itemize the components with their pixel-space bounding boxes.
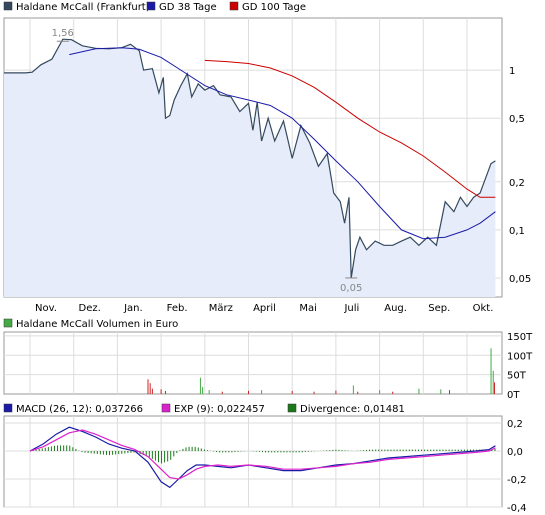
legend-swatch-0 bbox=[3, 1, 13, 11]
macd-panel: 0,2 0,0 -0,2 -0,4 MACD (26, 12): 0,037266 EX… bbox=[3, 403, 527, 514]
annotation-low-label: 0,05 bbox=[340, 283, 362, 294]
price-y-tick-label: 1 bbox=[509, 66, 515, 77]
price-x-tick-label: April bbox=[253, 303, 276, 314]
price-annotations: 1,56 0,05 bbox=[52, 28, 363, 294]
legend-label-1: GD 38 Tage bbox=[159, 2, 217, 13]
price-x-tick-label: März bbox=[209, 303, 233, 314]
price-y-tick-label: 0,05 bbox=[509, 274, 531, 285]
price-x-tick-label: Mai bbox=[299, 303, 317, 314]
macd-legend-swatch-0 bbox=[3, 403, 13, 413]
price-panel: 1 0,5 0,2 0,1 0,05 Nov. Dez. Jan. Feb. März April… bbox=[3, 1, 531, 314]
macd-y-tick-label: -0,2 bbox=[507, 475, 527, 486]
annotation-high-label: 1,56 bbox=[52, 28, 74, 39]
price-y-ticks: 1 0,5 0,2 0,1 0,05 bbox=[509, 66, 531, 285]
macd-legend: MACD (26, 12): 0,037266 EXP (9): 0,022457… bbox=[3, 403, 405, 415]
volume-y-tick-label: 0T bbox=[507, 390, 520, 401]
volume-y-tick-label: 150T bbox=[507, 332, 533, 343]
volume-y-tick-label: 100T bbox=[507, 351, 533, 362]
volume-y-tick-label: 50T bbox=[507, 371, 527, 382]
volume-y-ticks: 150T 100T 50T 0T bbox=[507, 332, 533, 401]
price-series-line-2 bbox=[204, 59, 496, 198]
volume-legend: Haldane McCall Volumen in Euro bbox=[3, 318, 178, 330]
price-x-tick-label: Okt. bbox=[473, 303, 494, 314]
price-x-tick-label: Aug. bbox=[384, 303, 407, 314]
macd-series-line-0 bbox=[29, 426, 496, 489]
macd-legend-label-0: MACD (26, 12): 0,037266 bbox=[16, 404, 143, 415]
price-area-fill bbox=[4, 39, 496, 297]
macd-legend-label-2: Divergence: 0,01481 bbox=[300, 404, 405, 415]
price-area bbox=[4, 39, 496, 297]
volume-panel-frame bbox=[3, 331, 503, 395]
legend-swatch-2 bbox=[229, 1, 239, 11]
volume-legend-label: Haldane McCall Volumen in Euro bbox=[16, 319, 178, 330]
price-x-tick-label: Jan. bbox=[123, 303, 143, 314]
macd-lines bbox=[29, 426, 496, 489]
legend-label-0: Haldane McCall (Frankfurt) bbox=[16, 2, 150, 13]
price-x-tick-label: Feb. bbox=[167, 303, 188, 314]
price-series-line-1 bbox=[69, 47, 496, 240]
price-y-tick-label: 0,1 bbox=[509, 226, 525, 237]
macd-legend-swatch-1 bbox=[161, 403, 171, 413]
price-series-line-0 bbox=[4, 38, 496, 279]
volume-grid bbox=[4, 332, 502, 394]
price-x-tick-label: Nov. bbox=[35, 303, 57, 314]
macd-y-tick-label: -0,4 bbox=[507, 503, 527, 514]
macd-y-tick-label: 0,0 bbox=[507, 447, 523, 458]
volume-panel: 150T 100T 50T 0T Haldane McCall Volumen in … bbox=[3, 318, 533, 401]
price-x-tick-label: Dez. bbox=[79, 303, 101, 314]
legend-swatch-1 bbox=[146, 1, 156, 11]
legend-label-2: GD 100 Tage bbox=[242, 2, 306, 13]
macd-y-tick-label: 0,2 bbox=[507, 419, 523, 430]
price-lines bbox=[4, 38, 496, 279]
macd-y-ticks: 0,2 0,0 -0,2 -0,4 bbox=[507, 419, 527, 514]
macd-legend-swatch-2 bbox=[287, 403, 297, 413]
volume-bars bbox=[147, 348, 496, 394]
volume-legend-swatch bbox=[3, 318, 13, 328]
macd-legend-label-1: EXP (9): 0,022457 bbox=[174, 404, 265, 415]
price-x-tick-label: Juli bbox=[343, 303, 359, 314]
price-x-tick-label: Sep. bbox=[428, 303, 450, 314]
price-x-ticks: Nov. Dez. Jan. Feb. März April Mai Juli Aug. Sep.… bbox=[35, 303, 493, 314]
price-y-tick-label: 0,5 bbox=[509, 114, 525, 125]
macd-series-line-1 bbox=[29, 429, 496, 480]
price-y-tick-label: 0,2 bbox=[509, 178, 525, 189]
price-legend: Haldane McCall (Frankfurt) GD 38 Tage GD 1… bbox=[3, 1, 306, 13]
